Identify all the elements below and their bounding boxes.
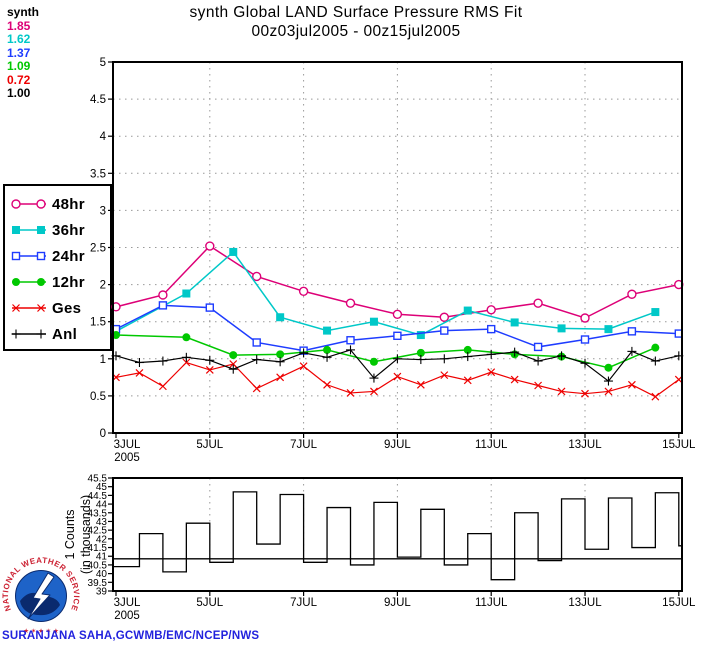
logo-lightning-icon bbox=[27, 572, 55, 620]
svg-text:39: 39 bbox=[96, 587, 108, 598]
nws-logo: NATIONAL WEATHER SERVICE ★ ✶ ★ ✶ ★ bbox=[0, 553, 84, 639]
counts-chart: 3939.54040.54141.54242.54343.54444.54545… bbox=[63, 474, 696, 623]
svg-text:5JUL: 5JUL bbox=[196, 597, 223, 609]
attribution: SURANJANA SAHA,GCWMB/EMC/NCEP/NWS bbox=[2, 630, 260, 642]
svg-text:5: 5 bbox=[100, 57, 106, 69]
svg-text:7JUL: 7JUL bbox=[290, 439, 317, 451]
svg-text:11JUL: 11JUL bbox=[475, 439, 508, 451]
svg-text:3.5: 3.5 bbox=[90, 168, 106, 180]
logo-stars: ★ ✶ ★ ✶ ★ bbox=[23, 627, 59, 635]
svg-text:40: 40 bbox=[96, 569, 108, 580]
legend-item-24hr: 24hr bbox=[10, 243, 110, 269]
svg-text:9JUL: 9JUL bbox=[384, 597, 411, 609]
plus-marker-icon bbox=[11, 329, 46, 339]
chart-title: synth Global LAND Surface Pressure RMS F… bbox=[189, 4, 523, 21]
stat-value-anl: 1.00 bbox=[7, 86, 31, 100]
svg-text:45.5: 45.5 bbox=[88, 474, 108, 485]
legend-label-24hr: 24hr bbox=[52, 247, 85, 265]
legend: 48hr 36hr 24hr 12hr Ges Anl bbox=[3, 184, 112, 351]
svg-text:4: 4 bbox=[100, 131, 107, 143]
counts-ylabel-line2: (in thousands) bbox=[79, 495, 93, 574]
svg-text:3: 3 bbox=[100, 205, 106, 217]
svg-text:5JUL: 5JUL bbox=[196, 439, 223, 451]
svg-text:42.5: 42.5 bbox=[88, 526, 108, 537]
svg-text:1: 1 bbox=[100, 354, 106, 366]
svg-text:13JUL: 13JUL bbox=[568, 439, 602, 451]
series-anl bbox=[111, 345, 684, 386]
svg-text:9JUL: 9JUL bbox=[384, 439, 411, 451]
legend-item-36hr: 36hr bbox=[10, 217, 110, 243]
svg-text:41.5: 41.5 bbox=[88, 543, 108, 554]
svg-text:1.5: 1.5 bbox=[90, 317, 106, 329]
chart-subtitle: 00z03jul2005 - 00z15jul2005 bbox=[251, 23, 461, 40]
title-block: synth Global LAND Surface Pressure RMS F… bbox=[0, 3, 712, 41]
counts-step-line bbox=[113, 491, 682, 581]
svg-text:45: 45 bbox=[96, 482, 108, 493]
svg-text:2.5: 2.5 bbox=[90, 243, 106, 255]
svg-text:40.5: 40.5 bbox=[88, 560, 108, 571]
svg-text:3JUL: 3JUL bbox=[114, 439, 141, 451]
svg-text:41: 41 bbox=[96, 552, 108, 563]
stat-value-48hr: 1.85 bbox=[7, 18, 31, 33]
svg-text:3JUL: 3JUL bbox=[114, 597, 141, 609]
stat-value-12hr: 1.09 bbox=[7, 59, 31, 73]
legend-label-48hr: 48hr bbox=[52, 195, 85, 213]
square-open-marker-icon bbox=[11, 251, 46, 261]
svg-text:13JUL: 13JUL bbox=[568, 597, 602, 609]
legend-label-12hr: 12hr bbox=[52, 273, 85, 291]
legend-item-48hr: 48hr bbox=[10, 191, 110, 217]
legend-label-36hr: 36hr bbox=[52, 221, 85, 239]
svg-text:43.5: 43.5 bbox=[88, 508, 108, 519]
circle-open-marker-icon bbox=[11, 199, 46, 209]
svg-text:7JUL: 7JUL bbox=[290, 597, 317, 609]
stat-value-36hr: 1.62 bbox=[7, 32, 31, 46]
svg-text:44: 44 bbox=[96, 500, 108, 511]
stat-value-24hr: 1.37 bbox=[7, 45, 31, 60]
svg-text:15JUL: 15JUL bbox=[662, 439, 696, 451]
svg-text:2005: 2005 bbox=[114, 452, 140, 464]
svg-text:4.5: 4.5 bbox=[90, 94, 106, 106]
series-48hr bbox=[111, 241, 684, 323]
svg-text:43: 43 bbox=[96, 517, 108, 528]
counts-step-fill bbox=[113, 491, 682, 591]
counts-ylabel-line1: 1 Counts bbox=[63, 509, 77, 559]
legend-label-ges: Ges bbox=[52, 299, 82, 317]
legend-item-anl: Anl bbox=[10, 321, 110, 347]
svg-text:0: 0 bbox=[100, 428, 106, 440]
svg-text:44.5: 44.5 bbox=[88, 491, 108, 502]
svg-text:39.5: 39.5 bbox=[88, 578, 108, 589]
stats-block: synth 1.85 1.62 1.37 1.09 0.72 1.00 bbox=[7, 5, 40, 101]
svg-text:15JUL: 15JUL bbox=[662, 597, 696, 609]
legend-item-12hr: 12hr bbox=[10, 269, 110, 295]
svg-text:11JUL: 11JUL bbox=[475, 597, 508, 609]
series-ges bbox=[112, 358, 683, 401]
circle-filled-marker-icon bbox=[12, 278, 46, 286]
x-marker-icon bbox=[12, 304, 46, 312]
legend-label-anl: Anl bbox=[52, 325, 78, 343]
svg-text:2005: 2005 bbox=[114, 610, 140, 622]
series-36hr bbox=[112, 247, 660, 340]
svg-text:42: 42 bbox=[96, 534, 108, 545]
svg-text:0.5: 0.5 bbox=[90, 391, 106, 403]
counts-axes: 3939.54040.54141.54242.54343.54444.54545… bbox=[88, 474, 696, 623]
legend-item-ges: Ges bbox=[10, 295, 110, 321]
stats-label: synth bbox=[7, 5, 40, 19]
stat-value-ges: 0.72 bbox=[7, 72, 31, 87]
square-filled-marker-icon bbox=[12, 226, 46, 234]
svg-text:2: 2 bbox=[100, 280, 106, 292]
